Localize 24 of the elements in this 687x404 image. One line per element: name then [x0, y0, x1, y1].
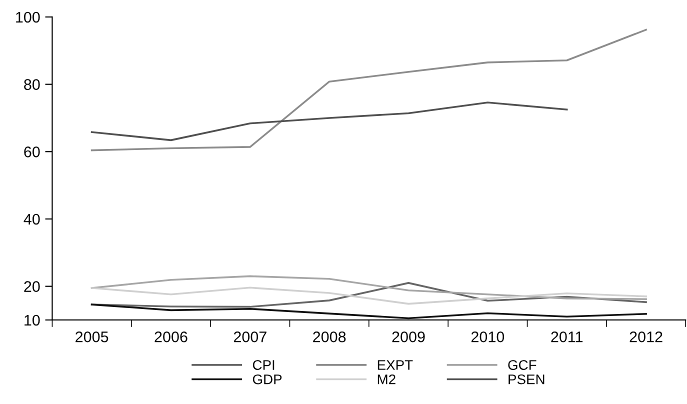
- y-tick-label: 100: [16, 12, 40, 23]
- y-tick-label: 40: [24, 214, 40, 225]
- legend-label: GDP: [252, 374, 282, 384]
- x-tick-label: 2008: [313, 331, 346, 342]
- x-tick-label: 2009: [392, 331, 425, 342]
- x-tick-label: 2012: [630, 331, 662, 342]
- y-tick-label: 60: [24, 146, 40, 158]
- legend-label: PSEN: [508, 374, 544, 384]
- x-tick-label: 2010: [471, 331, 504, 342]
- x-tick-label: 2007: [234, 331, 266, 342]
- line-series: [90, 102, 568, 142]
- legend-label: CPI: [252, 360, 274, 370]
- line-series: [90, 286, 647, 305]
- legend-label: M2: [378, 374, 396, 384]
- x-tick-label: 2011: [551, 331, 583, 342]
- y-tick-label: 80: [24, 79, 40, 90]
- legend-label: EXPT: [378, 360, 413, 370]
- line-series: [90, 28, 647, 152]
- y-tick-label: 10: [24, 314, 40, 326]
- line-series: [90, 304, 647, 320]
- x-tick-label: 2006: [154, 331, 188, 342]
- legend-label: GCF: [508, 360, 536, 370]
- y-tick-label: 20: [24, 281, 40, 292]
- x-tick-label: 2005: [76, 331, 108, 342]
